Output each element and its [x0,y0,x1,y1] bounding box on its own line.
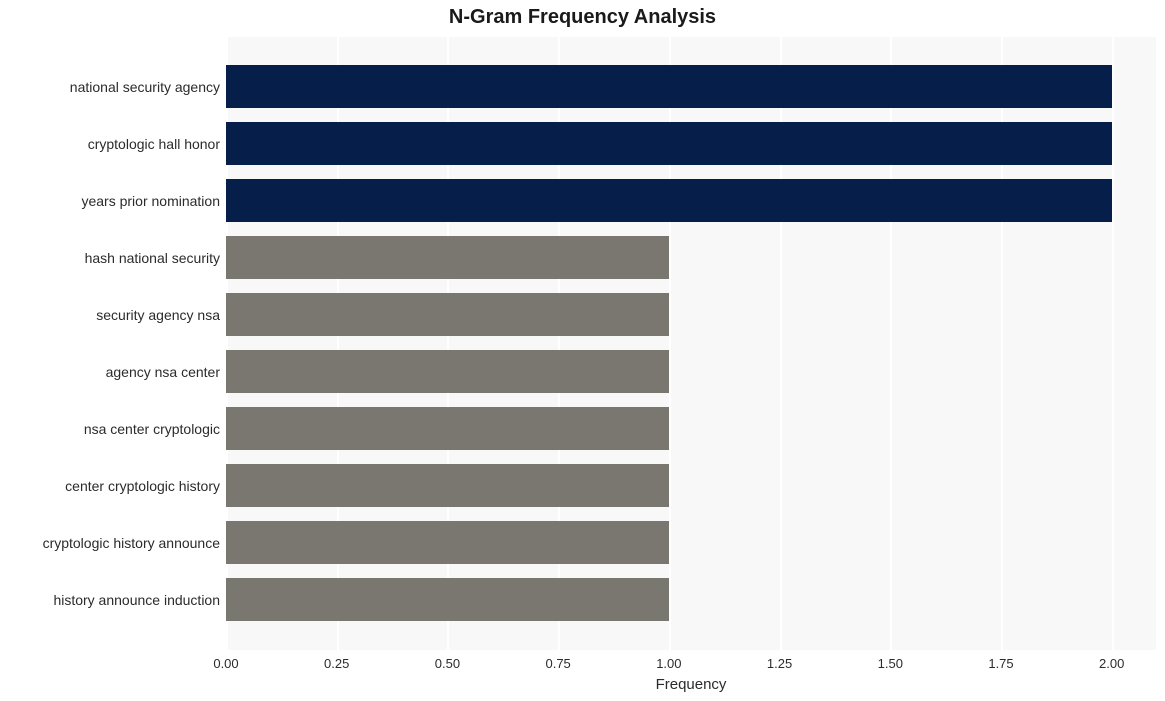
bar [226,350,669,393]
grid-line [1112,37,1114,650]
y-tick-label: history announce induction [53,592,220,608]
x-tick-label: 2.00 [1099,656,1124,671]
bar [226,122,1112,165]
bar [226,293,669,336]
bar [226,407,669,450]
x-tick-label: 1.25 [767,656,792,671]
y-tick-label: nsa center cryptologic [84,421,220,437]
x-axis-title: Frequency [226,676,1156,693]
x-tick-label: 0.00 [213,656,238,671]
y-tick-label: hash national security [85,250,220,266]
y-tick-label: cryptologic history announce [43,535,220,551]
plot-area [226,37,1156,650]
y-tick-label: years prior nomination [81,193,220,209]
bar [226,578,669,621]
y-tick-label: center cryptologic history [65,478,220,494]
bar [226,521,669,564]
y-tick-label: agency nsa center [106,364,220,380]
x-tick-label: 1.50 [878,656,903,671]
chart-title: N-Gram Frequency Analysis [0,6,1165,29]
ngram-frequency-chart: N-Gram Frequency Analysis national secur… [0,0,1165,701]
bar [226,464,669,507]
bar [226,179,1112,222]
x-tick-label: 0.75 [545,656,570,671]
x-tick-label: 1.75 [988,656,1013,671]
x-tick-label: 0.25 [324,656,349,671]
bar [226,236,669,279]
x-tick-label: 0.50 [435,656,460,671]
y-tick-label: national security agency [70,79,220,95]
y-tick-label: cryptologic hall honor [88,136,220,152]
bar [226,65,1112,108]
x-tick-label: 1.00 [656,656,681,671]
y-tick-label: security agency nsa [96,307,220,323]
